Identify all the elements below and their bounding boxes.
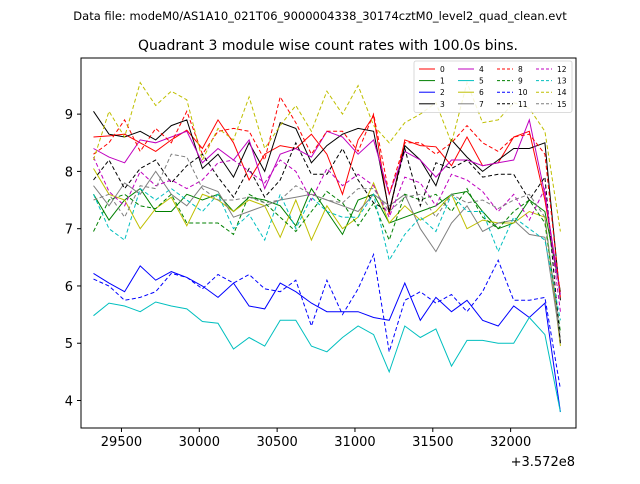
series-line-0	[93, 114, 561, 292]
legend-label-3: 3	[440, 100, 445, 109]
legend-label-8: 8	[518, 65, 523, 74]
legend-label-4: 4	[479, 65, 484, 74]
x-axis-offset-label: +3.572e8	[511, 455, 575, 470]
series-line-12	[93, 156, 561, 312]
series-line-15	[93, 153, 561, 338]
y-tick-label: 6	[65, 280, 73, 295]
x-tick-label: 30000	[179, 435, 220, 450]
legend-label-1: 1	[440, 77, 445, 86]
legend-label-12: 12	[557, 65, 567, 74]
axes-frame	[80, 57, 577, 429]
x-tick-label: 31000	[334, 435, 375, 450]
legend-label-0: 0	[440, 65, 445, 74]
plot-area	[93, 80, 561, 413]
series-line-3	[93, 111, 561, 301]
legend-box	[413, 60, 573, 113]
series-line-5	[93, 301, 561, 413]
series-line-11	[93, 141, 561, 344]
legend-label-15: 15	[557, 100, 567, 109]
y-tick-label: 7	[65, 223, 73, 238]
figure-suptitle: Data file: modeM0/AS1A10_021T06_90000043…	[73, 9, 567, 23]
legend-label-2: 2	[440, 88, 445, 97]
axes: 29500 30000 30500 31000 31500 32000 4 5 6 7 8 9	[65, 57, 577, 450]
x-tick-label: 29500	[101, 435, 142, 450]
series-line-10	[93, 252, 561, 390]
legend-label-5: 5	[479, 77, 484, 86]
y-tick-label: 9	[65, 108, 73, 123]
x-tick-label: 30500	[256, 435, 297, 450]
series-line-14	[93, 80, 561, 232]
legend-label-13: 13	[557, 77, 567, 86]
series-line-9	[93, 187, 561, 332]
chart-title: Quadrant 3 module wise count rates with …	[138, 38, 518, 54]
legend-label-14: 14	[557, 88, 567, 97]
series-line-2	[93, 265, 561, 413]
x-tick-label: 31500	[412, 435, 453, 450]
legend-label-6: 6	[479, 88, 484, 97]
y-tick-label: 5	[65, 337, 73, 352]
series-line-13	[93, 187, 561, 321]
legend-label-11: 11	[518, 100, 528, 109]
series-line-8	[93, 95, 561, 298]
y-tick-label: 8	[65, 165, 73, 180]
y-tick-label: 4	[65, 395, 73, 410]
series-line-6	[93, 168, 561, 347]
legend-label-10: 10	[518, 88, 528, 97]
series-line-7	[93, 170, 561, 341]
legend-label-7: 7	[479, 100, 484, 109]
legend-label-9: 9	[518, 77, 523, 86]
x-tick-label: 32000	[490, 435, 531, 450]
